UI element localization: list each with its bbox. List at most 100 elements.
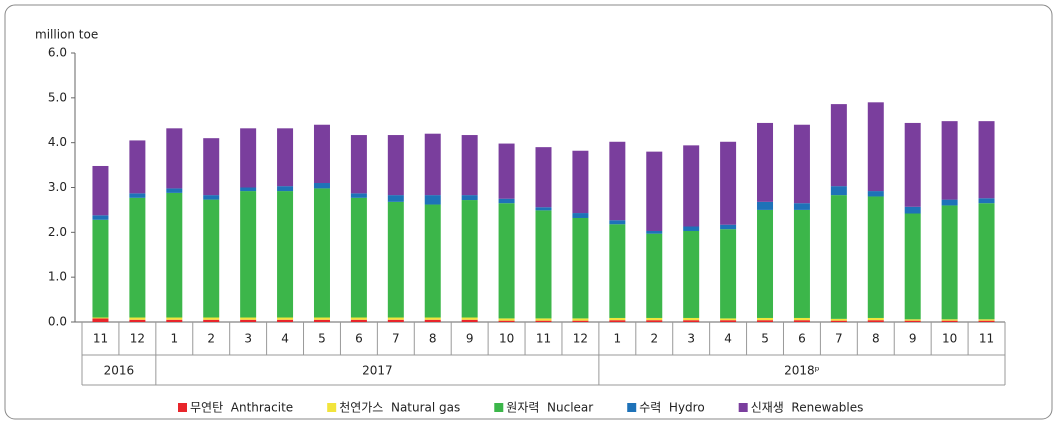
bar-segment (350, 135, 367, 194)
bar-segment (609, 141, 626, 221)
x-tick-label: 11 (93, 332, 108, 346)
x-tick-label: 2 (207, 332, 215, 346)
x-tick-label: 5 (761, 332, 769, 346)
bar-segment (978, 203, 995, 320)
bar-segment (720, 224, 737, 230)
bar-segment (387, 201, 404, 318)
x-tick-label: 11 (536, 332, 551, 346)
x-tick-label: 3 (687, 332, 695, 346)
x-tick-label: 9 (466, 332, 474, 346)
x-tick-label: 1 (614, 332, 622, 346)
bar-segment (92, 165, 109, 216)
bar-segment (277, 128, 294, 187)
bar-segment (867, 317, 884, 321)
bar-segment (129, 319, 146, 322)
x-tick-label: 7 (835, 332, 843, 346)
x-tick-label: 10 (942, 332, 957, 346)
bar-segment (313, 124, 330, 184)
bar-segment (203, 195, 220, 200)
bar-segment (793, 317, 810, 321)
bar-segment (683, 226, 700, 231)
legend-label: 수력 Hydro (639, 401, 704, 415)
bar-segment (793, 209, 810, 318)
x-tick-label: 4 (724, 332, 732, 346)
bar-segment (720, 229, 737, 319)
bar-segment (757, 317, 774, 321)
bar-segment (904, 206, 921, 214)
bar-segment (535, 207, 552, 211)
bar-segment (387, 317, 404, 320)
bar-segment (904, 319, 921, 321)
bar-segment (92, 318, 109, 322)
bar-segment (129, 140, 146, 194)
y-tick-label: 5.0 (48, 90, 67, 104)
bar-segment (683, 230, 700, 318)
bar-segment (498, 198, 515, 204)
bar-segment (757, 209, 774, 318)
bar-segment (535, 320, 552, 322)
year-label: 2017 (362, 364, 393, 378)
bar-segment (240, 128, 257, 188)
legend-label: 무연탄 Anthracite (190, 401, 293, 415)
year-label: 2016 (104, 364, 135, 378)
bar-segment (461, 195, 478, 201)
bar-segment (867, 191, 884, 197)
y-tick-label: 2.0 (48, 225, 67, 239)
bar-segment (240, 187, 257, 192)
bar-segment (424, 133, 441, 196)
bar-segment (166, 128, 183, 189)
bar-segment (166, 317, 183, 320)
bar-segment (461, 135, 478, 196)
year-label: 2018ᵖ (784, 364, 820, 378)
bar-segment (720, 141, 737, 225)
bar-segment (424, 317, 441, 320)
bar-segment (350, 317, 367, 320)
bar-segment (720, 318, 737, 321)
frame (4, 4, 1053, 420)
y-tick-label: 1.0 (48, 270, 67, 284)
bar-segment (941, 319, 958, 321)
bar-segment (313, 317, 330, 320)
legend-swatch (178, 403, 187, 412)
bar-segment (941, 121, 958, 200)
bar-segment (240, 319, 257, 322)
bar-segment (535, 147, 552, 208)
legend-swatch (327, 403, 337, 412)
bar-segment (757, 320, 774, 322)
bar-segment (92, 215, 109, 220)
bar-segment (387, 135, 404, 196)
y-axis-label: million toe (35, 28, 98, 42)
bar-segment (978, 121, 995, 199)
bar-segment (793, 203, 810, 210)
bar-segment (867, 102, 884, 192)
bar-segment (424, 319, 441, 322)
bar-segment (350, 197, 367, 318)
x-tick-label: 3 (244, 332, 252, 346)
bar-segment (572, 150, 589, 214)
bar-segment (646, 230, 663, 234)
bar-segment (240, 191, 257, 318)
x-tick-label: 4 (281, 332, 289, 346)
bar-segment (572, 318, 589, 321)
bar-segment (830, 186, 847, 196)
bar-segment (978, 319, 995, 321)
bar-segment (941, 199, 958, 206)
bar-segment (350, 193, 367, 198)
x-tick-label: 5 (318, 332, 326, 346)
bar-segment (535, 318, 552, 321)
bar-segment (646, 151, 663, 231)
bar-segment (203, 319, 220, 322)
bar-segment (941, 205, 958, 320)
bar-segment (572, 213, 589, 218)
bar-segment (941, 320, 958, 322)
x-tick-label: 1 (170, 332, 178, 346)
bar-segment (166, 319, 183, 322)
bar-segment (609, 317, 626, 321)
x-tick-label: 12 (130, 332, 145, 346)
bar-segment (978, 320, 995, 322)
bar-segment (129, 197, 146, 318)
bar-segment (720, 320, 737, 322)
x-tick-label: 6 (355, 332, 363, 346)
x-tick-label: 8 (429, 332, 437, 346)
bar-segment (498, 143, 515, 199)
